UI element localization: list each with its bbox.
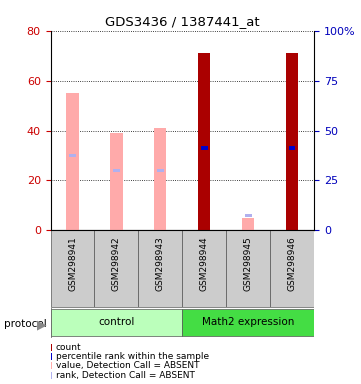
Bar [182, 309, 314, 336]
Bar [157, 169, 164, 172]
Bar [154, 128, 166, 230]
Bar [51, 309, 182, 336]
Text: rank, Detection Call = ABSENT: rank, Detection Call = ABSENT [56, 371, 195, 380]
Text: percentile rank within the sample: percentile rank within the sample [56, 352, 209, 361]
Bar [110, 133, 123, 230]
Text: ▶: ▶ [37, 318, 46, 331]
Bar [289, 146, 296, 150]
Bar [198, 53, 210, 230]
Text: GSM298942: GSM298942 [112, 237, 121, 291]
Bar [245, 214, 252, 217]
Bar [138, 230, 182, 307]
Bar [201, 146, 208, 150]
Bar [51, 230, 95, 307]
Text: value, Detection Call = ABSENT: value, Detection Call = ABSENT [56, 361, 199, 371]
Text: GSM298944: GSM298944 [200, 237, 209, 291]
Text: GSM298945: GSM298945 [244, 237, 253, 291]
Bar [113, 169, 120, 172]
Bar [95, 230, 138, 307]
Bar [69, 154, 76, 157]
Bar [270, 230, 314, 307]
Text: GSM298946: GSM298946 [288, 237, 297, 291]
Bar [66, 93, 79, 230]
Title: GDS3436 / 1387441_at: GDS3436 / 1387441_at [105, 15, 260, 28]
Text: GSM298941: GSM298941 [68, 237, 77, 291]
Text: count: count [56, 343, 82, 352]
Bar [182, 230, 226, 307]
Text: Math2 expression: Math2 expression [202, 317, 294, 327]
Text: protocol: protocol [4, 319, 46, 329]
Bar [286, 53, 298, 230]
Bar [226, 230, 270, 307]
Bar [242, 218, 255, 230]
Text: GSM298943: GSM298943 [156, 237, 165, 291]
Text: control: control [98, 317, 135, 327]
